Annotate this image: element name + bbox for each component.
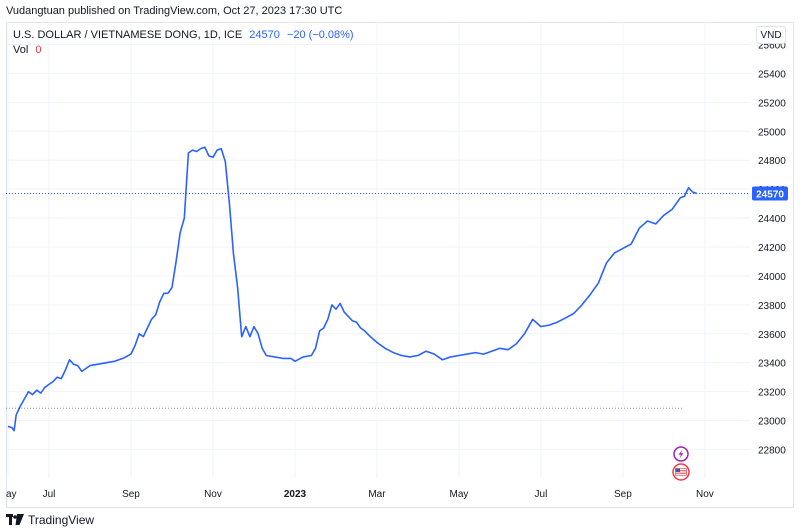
publish-caption: Vudangtuan published on TradingView.com,… — [6, 5, 343, 17]
currency-button[interactable]: VND — [756, 26, 786, 44]
y-tick-label: 23200 — [758, 388, 786, 399]
last-value: 24570 — [249, 29, 280, 41]
y-tick-label: 24000 — [758, 272, 786, 283]
series-layer — [7, 146, 697, 432]
footer-brand[interactable]: TradingView — [6, 511, 94, 529]
y-tick-label: 23000 — [758, 417, 786, 428]
price-axis[interactable]: 22800 23000 23200 23400 23600 23800 24000 24200… — [758, 40, 786, 456]
chart-legend: U.S. DOLLAR / VIETNAMESE DONG, 1D, ICE 2… — [13, 28, 354, 58]
price-chart[interactable]: 22800 23000 23200 23400 23600 23800 24000 24200… — [0, 22, 800, 508]
y-tick-label: 25400 — [758, 69, 786, 80]
y-tick-label: 22800 — [758, 446, 786, 457]
time-axis[interactable]: ay Jul Sep Nov 2023 Mar May Jul Sep Nov — [6, 489, 714, 500]
footer-brand-label: TradingView — [28, 513, 95, 527]
x-tick-label: May — [449, 489, 468, 500]
y-tick-label: 25600 — [758, 40, 786, 51]
y-tick-label: 25200 — [758, 98, 786, 109]
symbol-title[interactable]: U.S. DOLLAR / VIETNAMESE DONG, 1D, ICE — [13, 29, 243, 41]
last-price-tag-layer: 24570 — [752, 186, 788, 201]
y-tick-label: 24800 — [758, 156, 786, 167]
y-tick-label: 23800 — [758, 301, 786, 312]
x-tick-label: Nov — [204, 489, 222, 500]
chart-area[interactable]: 22800 23000 23200 23400 23600 23800 24000 24200… — [0, 22, 800, 508]
y-tick-label: 23400 — [758, 359, 786, 370]
x-tick-label: Jul — [43, 489, 56, 500]
y-tick-label: 24400 — [758, 214, 786, 225]
x-tick-label: Sep — [614, 489, 632, 500]
grid-layer — [6, 22, 750, 478]
reference-layer — [6, 192, 750, 409]
last-price-tag-label: 24570 — [756, 189, 784, 200]
us-flag-icon[interactable] — [672, 463, 690, 481]
volume-value: 0 — [35, 44, 42, 56]
x-tick-label: ay — [6, 489, 17, 500]
x-tick-label: Mar — [368, 489, 386, 500]
y-tick-label: 24200 — [758, 243, 786, 254]
y-tick-label: 23600 — [758, 330, 786, 341]
chart-frame — [6, 22, 794, 508]
x-tick-label: Jul — [535, 489, 548, 500]
y-tick-label: 25000 — [758, 127, 786, 138]
x-tick-label: 2023 — [284, 489, 307, 500]
lightning-icon[interactable] — [673, 446, 689, 462]
x-tick-label: Sep — [122, 489, 140, 500]
price-series-line[interactable] — [7, 146, 697, 432]
last-price-tag — [752, 186, 788, 201]
x-tick-label: Nov — [696, 489, 714, 500]
volume-label[interactable]: Vol — [13, 44, 29, 56]
change-value: −20 (−0.08%) — [286, 29, 354, 41]
tradingview-logo-icon — [6, 514, 24, 526]
